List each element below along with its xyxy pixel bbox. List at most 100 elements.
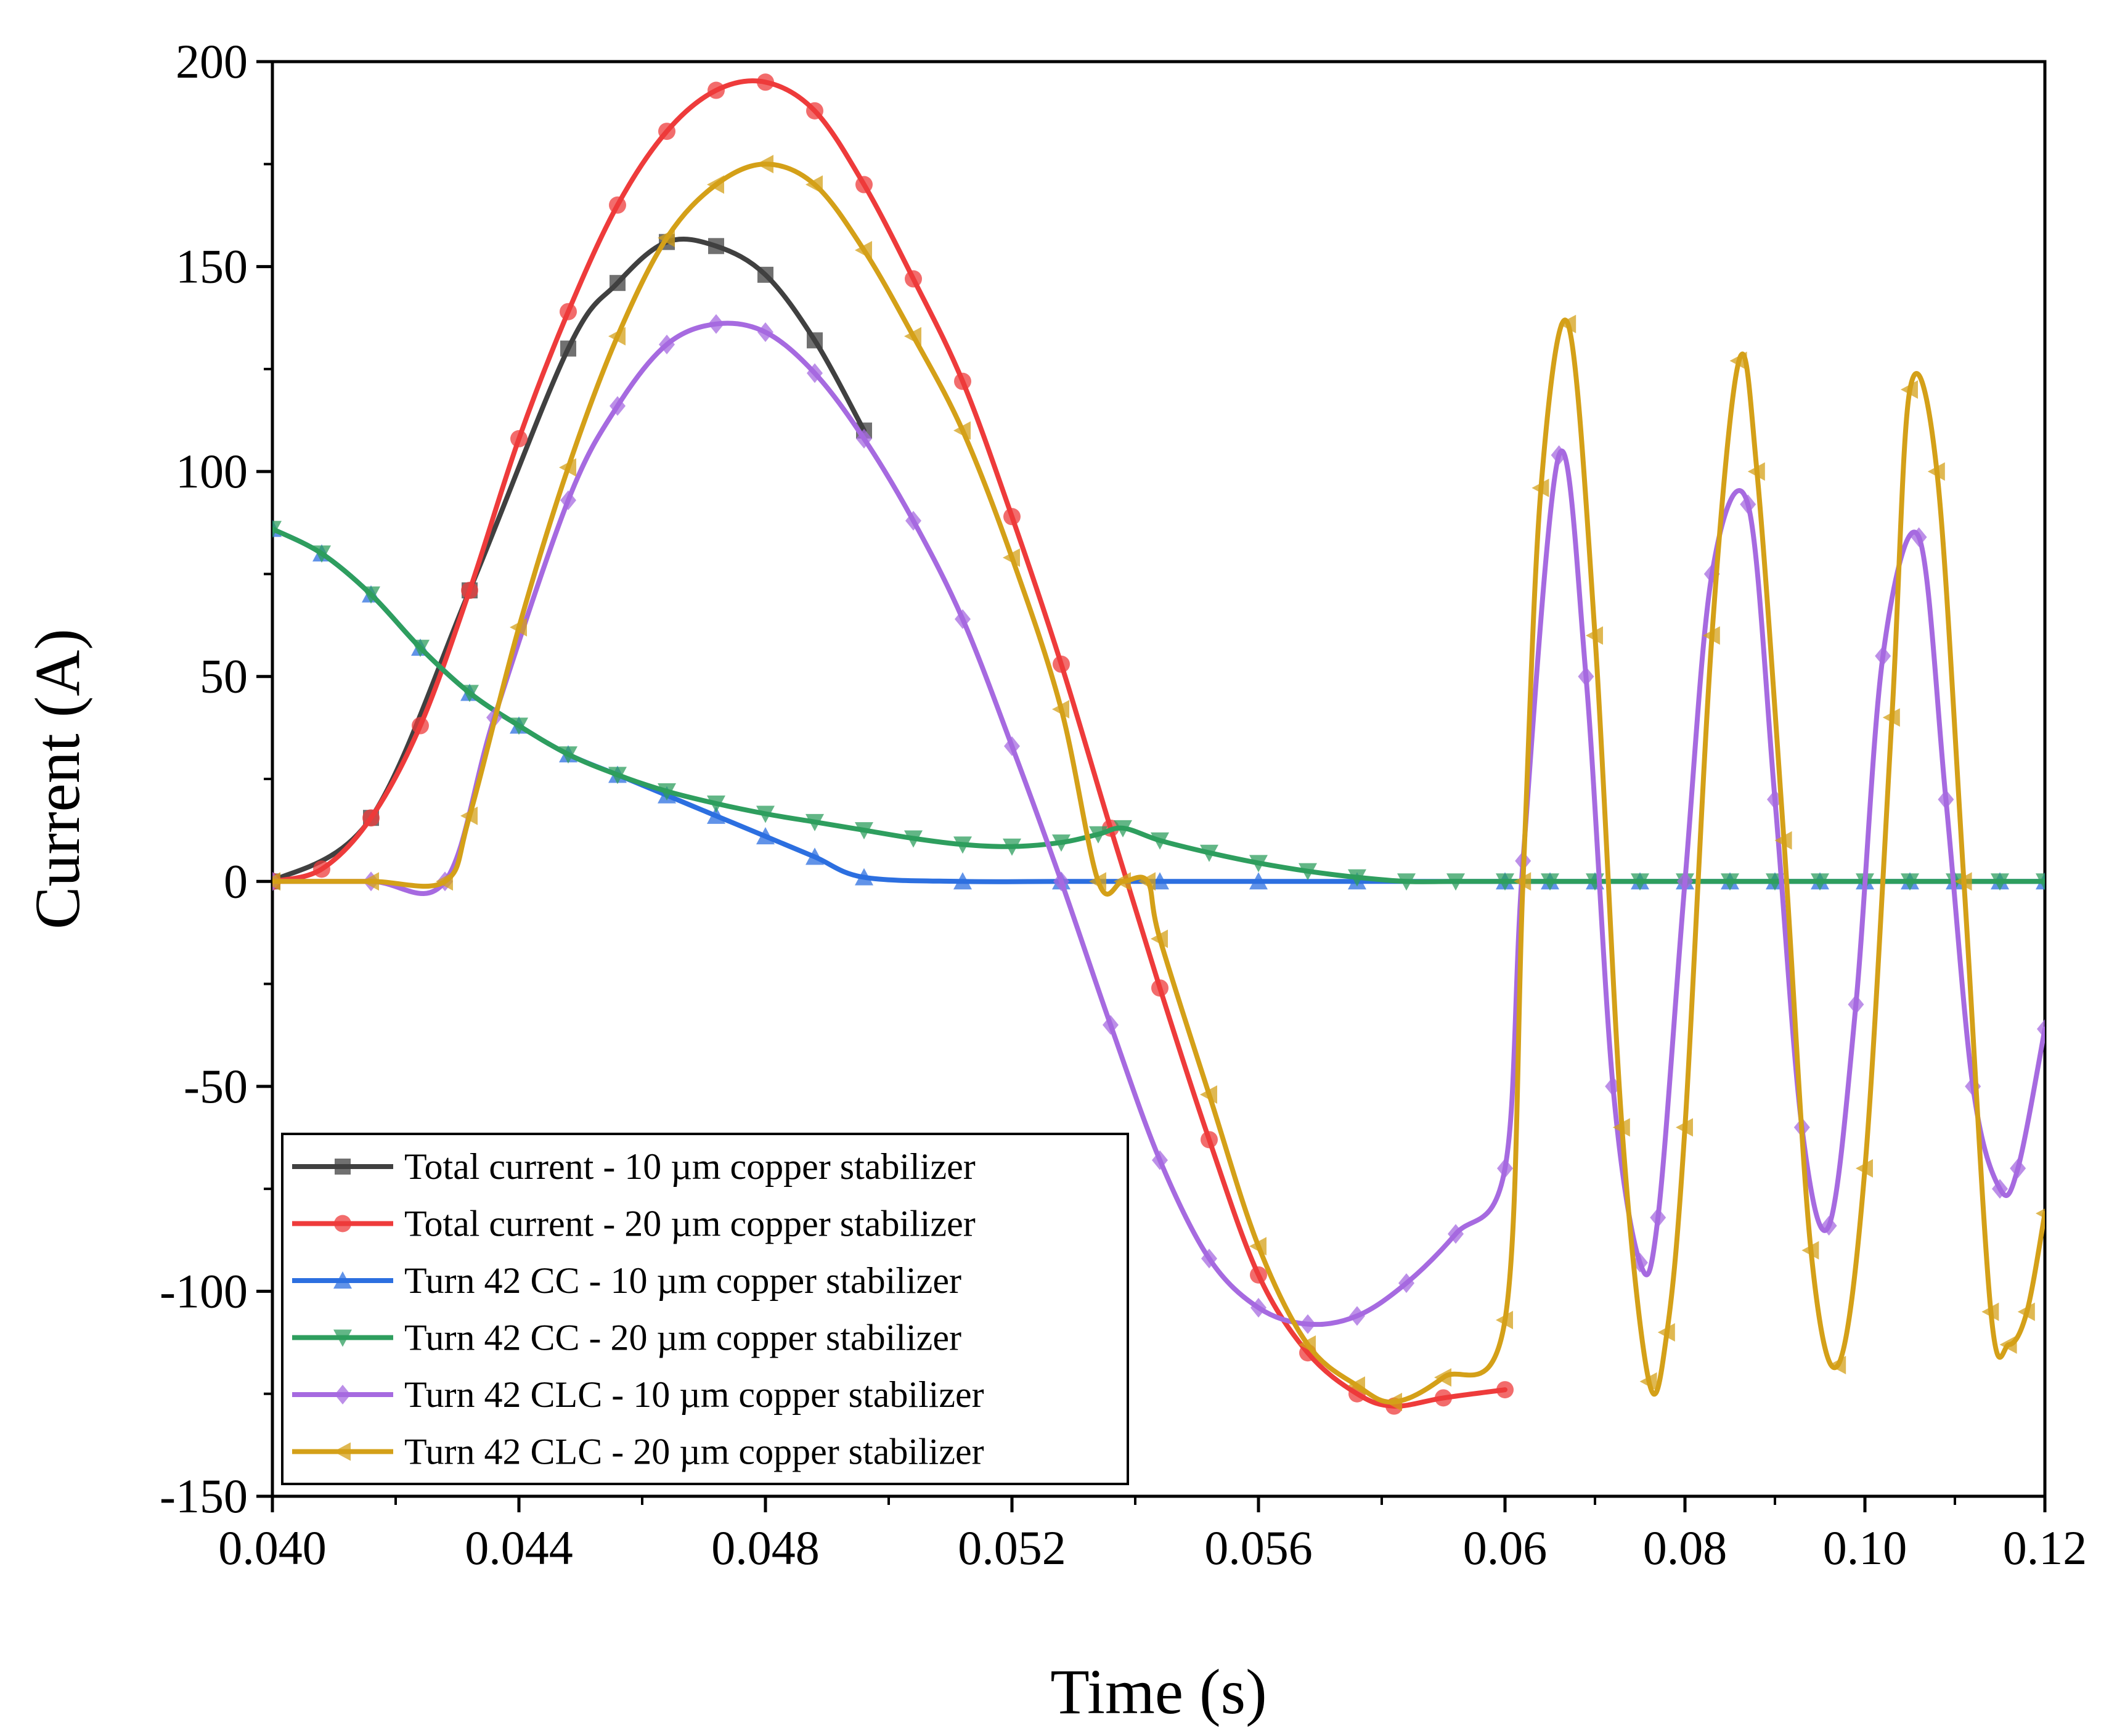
- legend-swatch-marker: [333, 1271, 352, 1289]
- data-point: [1250, 1298, 1266, 1318]
- data-point: [2036, 873, 2045, 891]
- data-point: [856, 428, 872, 449]
- series-6: [272, 155, 2045, 1412]
- series-layer: [272, 73, 2045, 1415]
- data-point: [1151, 929, 1168, 948]
- data-point: [955, 609, 971, 629]
- data-point: [1981, 1302, 1999, 1321]
- data-point: [807, 363, 823, 383]
- data-point: [1856, 1159, 1873, 1178]
- data-point: [608, 327, 626, 346]
- data-point: [461, 582, 478, 600]
- data-point: [708, 238, 724, 255]
- data-point: [2017, 1302, 2035, 1321]
- data-point: [1578, 666, 1594, 687]
- data-point: [1397, 873, 1416, 891]
- data-point: [610, 275, 626, 291]
- data-point: [707, 175, 724, 194]
- data-point: [1446, 873, 1465, 891]
- data-point: [460, 806, 478, 825]
- data-point: [708, 81, 725, 99]
- data-point: [806, 813, 824, 831]
- data-point: [905, 270, 922, 288]
- data-point: [658, 783, 676, 801]
- data-point: [1348, 1376, 1365, 1395]
- data-point: [1250, 1266, 1267, 1284]
- series-2: [272, 73, 1514, 1415]
- data-point: [1657, 1322, 1675, 1342]
- data-point: [707, 806, 725, 824]
- data-point: [1003, 548, 1020, 567]
- data-point: [1639, 1372, 1657, 1391]
- data-point: [1532, 478, 1549, 497]
- data-point: [1497, 1158, 1513, 1178]
- data-point: [412, 717, 429, 735]
- y-tick-label: 150: [176, 240, 248, 293]
- data-point: [2010, 1158, 2026, 1178]
- y-axis-title: Current (A): [22, 629, 93, 929]
- data-point: [756, 155, 773, 174]
- data-point: [1559, 314, 1576, 333]
- data-point: [1586, 626, 1603, 645]
- data-point: [1541, 873, 1559, 891]
- y-tick-label: 200: [176, 35, 248, 88]
- series-line-5: [272, 320, 2045, 1327]
- data-point: [756, 827, 775, 845]
- data-point: [757, 73, 774, 91]
- data-point: [659, 334, 675, 354]
- x-tick-label: 0.12: [2003, 1521, 2087, 1575]
- data-point: [1385, 1393, 1402, 1412]
- data-point: [1496, 873, 1514, 891]
- data-point: [272, 521, 282, 539]
- data-point: [1702, 626, 1720, 645]
- data-point: [1829, 1356, 1846, 1375]
- x-tick-label: 0.056: [1204, 1521, 1313, 1575]
- data-point: [1200, 1085, 1217, 1104]
- data-point: [658, 123, 675, 141]
- data-point: [610, 396, 626, 416]
- data-point: [1114, 872, 1131, 891]
- data-point: [905, 510, 921, 531]
- data-point: [1774, 831, 1792, 850]
- data-point: [1612, 1118, 1630, 1137]
- data-point: [1053, 655, 1070, 673]
- data-point: [1434, 1368, 1451, 1387]
- legend: Total current - 10 µm copper stabilizer T…: [281, 1133, 1129, 1485]
- data-point: [806, 175, 823, 194]
- legend-label: Turn 42 CC - 10 µm copper stabilizer: [404, 1260, 961, 1301]
- data-point: [1052, 834, 1071, 852]
- legend-label: Turn 42 CLC - 10 µm copper stabilizer: [404, 1374, 984, 1415]
- x-tick-label: 0.048: [711, 1521, 820, 1575]
- data-point: [560, 340, 576, 357]
- data-point: [313, 860, 330, 878]
- data-point: [362, 586, 380, 604]
- data-point: [1052, 699, 1069, 719]
- data-point: [1954, 872, 1972, 891]
- data-point: [1448, 1224, 1464, 1244]
- legend-swatch-marker: [335, 1385, 351, 1404]
- legend-swatch-marker: [333, 1442, 351, 1461]
- data-point: [1249, 1237, 1266, 1256]
- data-point: [1089, 826, 1107, 844]
- data-point: [855, 176, 873, 194]
- y-tick-label: -50: [184, 1059, 248, 1113]
- data-point: [1053, 871, 1069, 892]
- data-point: [1631, 873, 1649, 891]
- data-point: [411, 640, 430, 658]
- data-point: [855, 822, 873, 840]
- data-point: [806, 102, 823, 120]
- data-point: [1747, 462, 1765, 481]
- data-point: [272, 872, 280, 891]
- data-point: [1349, 1306, 1365, 1326]
- data-point: [904, 327, 921, 346]
- data-point: [2036, 1208, 2045, 1219]
- y-axis: 200 150 100 50 0 -50 -100 -150: [160, 35, 272, 1523]
- data-point: [1138, 872, 1156, 891]
- data-point: [757, 266, 773, 283]
- data-point: [904, 830, 923, 848]
- x-tick-label: 0.10: [1823, 1521, 1907, 1575]
- data-point: [1911, 527, 1927, 547]
- y-tick-label: 50: [200, 650, 248, 703]
- data-point: [658, 229, 675, 248]
